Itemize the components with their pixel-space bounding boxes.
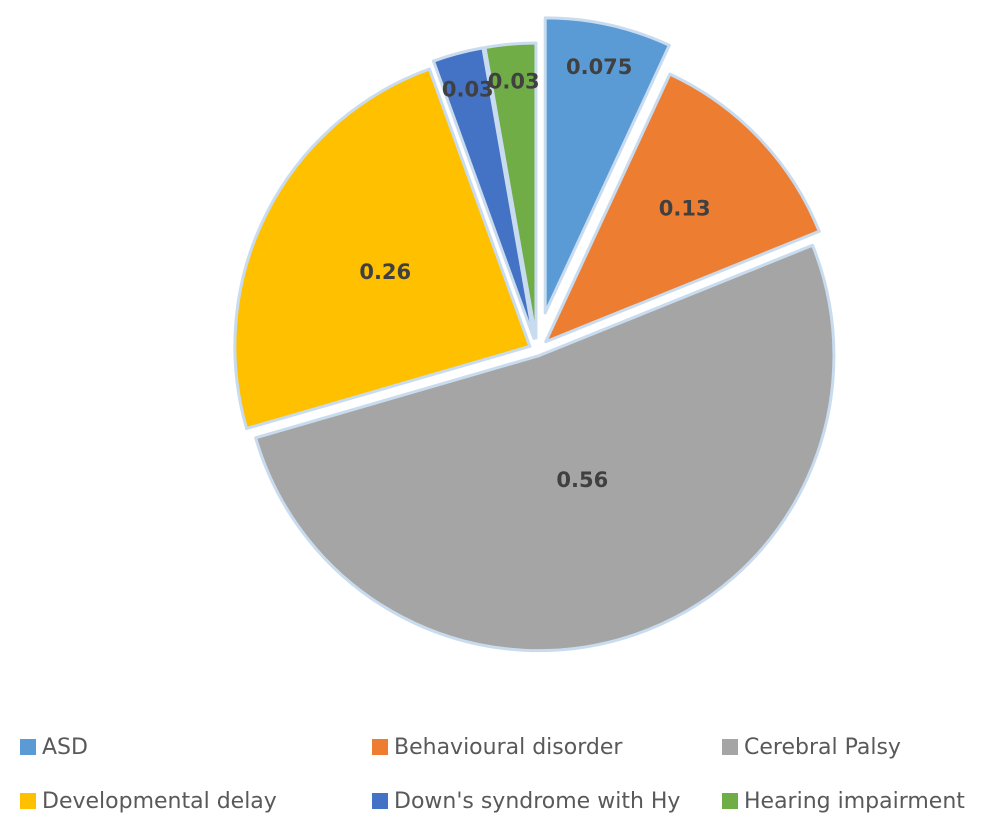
legend-item-asd: ASD (20, 729, 88, 765)
data-labels: 0.075 0.13 0.56 0.26 0.030.03 (359, 55, 710, 492)
pie-slice-cerebral-palsy (254, 243, 836, 653)
chart-legend: ASD Behavioural disorder Cerebral Palsy … (0, 725, 1000, 825)
pie-slice-developmental-delay (233, 67, 532, 431)
legend-label-developmental-delay: Developmental delay (42, 788, 277, 814)
legend-swatch-downs-syndrome (372, 793, 388, 809)
legend-label-hearing-impairment: Hearing impairment (744, 788, 965, 814)
legend-item-downs-syndrome: Down's syndrome with Hy (372, 783, 680, 819)
legend-swatch-asd (20, 739, 36, 755)
pie-slice-hearing-impairment (483, 41, 538, 340)
pie-slice-behavioural-disorder (544, 72, 821, 344)
legend-item-cerebral-palsy: Cerebral Palsy (722, 729, 901, 765)
data-label-down-s-syndrome-with-hy: 0.03 (442, 77, 494, 101)
legend-swatch-behavioural-disorder (372, 739, 388, 755)
legend-label-cerebral-palsy: Cerebral Palsy (744, 734, 901, 760)
legend-item-hearing-impairment: Hearing impairment (722, 783, 965, 819)
legend-swatch-cerebral-palsy (722, 739, 738, 755)
legend-swatch-developmental-delay (20, 793, 36, 809)
data-label-behavioural-disorder: 0.13 (659, 197, 711, 221)
legend-swatch-hearing-impairment (722, 793, 738, 809)
pie-slice-down-s-syndrome-with-hy (431, 46, 536, 340)
legend-label-downs-syndrome: Down's syndrome with Hy (394, 788, 681, 814)
data-label-cerebral-palsy: 0.56 (556, 468, 608, 492)
pie-slices (233, 16, 836, 653)
legend-label-behavioural-disorder: Behavioural disorder (394, 734, 623, 760)
data-label-asd: 0.075 (566, 55, 632, 79)
legend-label-asd: ASD (42, 734, 88, 760)
legend-item-developmental-delay: Developmental delay (20, 783, 277, 819)
pie-slice-asd (543, 16, 671, 315)
legend-item-behavioural-disorder: Behavioural disorder (372, 729, 622, 765)
data-label-hearing-impairment: 0.03 (488, 69, 540, 93)
data-label-developmental-delay: 0.26 (359, 260, 411, 284)
